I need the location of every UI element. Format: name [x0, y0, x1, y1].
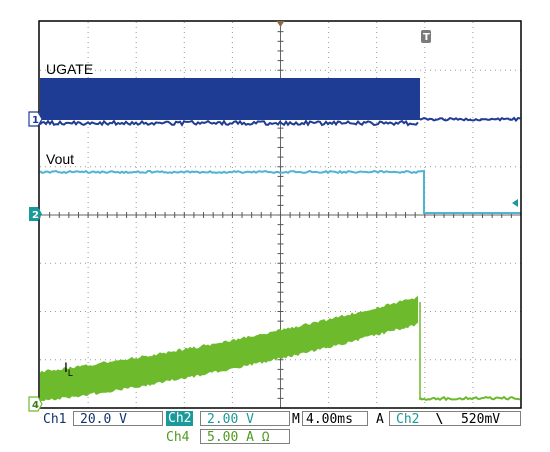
vout-label: Vout [46, 152, 74, 166]
il-label: IL [64, 360, 73, 378]
ch4-status-label[interactable]: Ch4 [166, 431, 189, 444]
il-label-subscript: L [68, 368, 73, 378]
ch4-scale-box[interactable]: 5.00 A Ω [200, 429, 290, 444]
ugate-switching-band [40, 78, 420, 120]
trigger-slope-icon: \ [435, 412, 443, 427]
ch4-marker-label: 4 [32, 400, 39, 411]
ch2-status-label[interactable]: Ch2 [166, 411, 193, 426]
ch1-marker-label: 1 [32, 115, 39, 126]
acquisition-mode: A [376, 413, 384, 426]
trigger-position-marker: T [421, 30, 431, 43]
ch1-scale-box[interactable]: 20.0 V [73, 411, 163, 426]
trigger-box[interactable]: Ch2 \ 520mV [389, 411, 521, 426]
timebase-box[interactable]: 4.00ms [302, 411, 368, 426]
ch2-scale-box[interactable]: 2.00 V [200, 411, 290, 426]
trigger-marker-label: T [423, 32, 430, 43]
ch1-status-label[interactable]: Ch1 [43, 413, 66, 426]
ch2-ground-marker-label: 2 [32, 210, 39, 221]
timebase-label: M [292, 413, 300, 426]
trigger-level: 520mV [461, 412, 500, 427]
trigger-source: Ch2 [396, 412, 419, 427]
ugate-label: UGATE [46, 62, 93, 76]
